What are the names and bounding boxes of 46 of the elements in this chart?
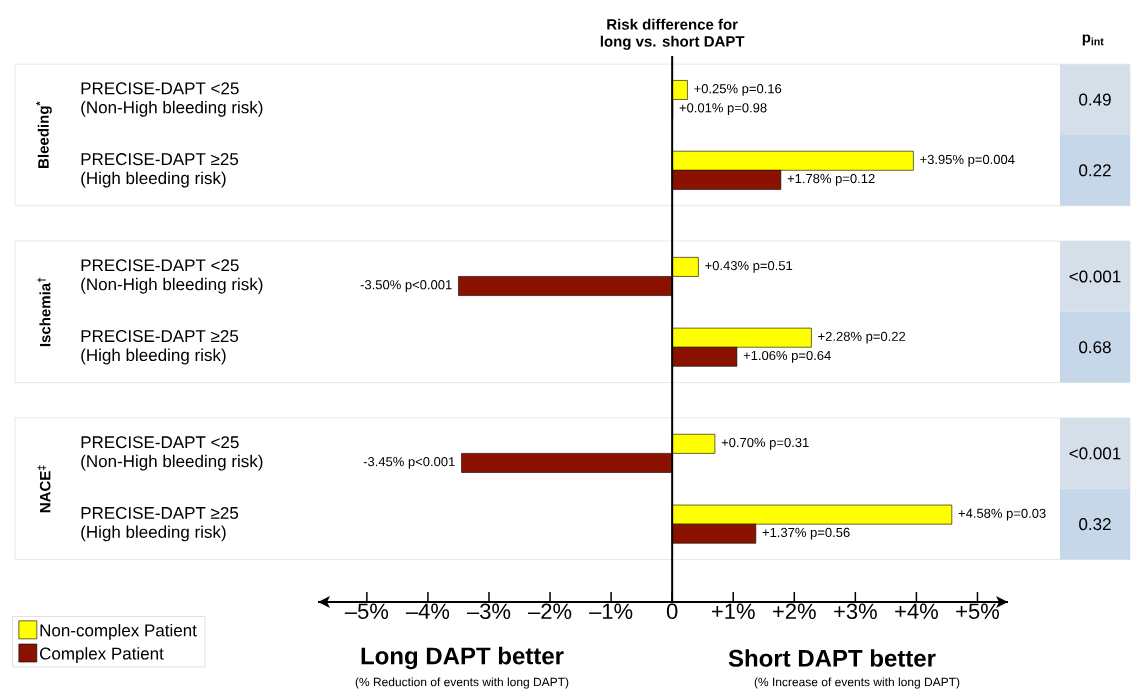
- y-tick-label: PRECISE-DAPT <25 (Non-High bleeding risk): [81, 259, 263, 294]
- x-tick-label: –3%: [466, 603, 511, 620]
- x-tick-label: –4%: [405, 603, 450, 619]
- legend-label: Non-complex Patient: [40, 623, 197, 640]
- x-tick-label: 0: [666, 603, 678, 620]
- data-label: +4.58% p=0.03: [958, 508, 1046, 521]
- data-label: +0.43% p=0.51: [705, 261, 793, 273]
- x-tick-label: –5%: [344, 603, 389, 619]
- x-tick-label: +5%: [956, 603, 1000, 619]
- data-label: +0.70% p=0.31: [721, 437, 809, 450]
- y-tick-label: PRECISE-DAPT <25 (Non-High bleeding risk): [81, 436, 263, 471]
- x-tick-label: –2%: [528, 603, 572, 619]
- text: Bleeding$^{*}$: [36, 101, 52, 168]
- text: Long DAPT better: [361, 646, 564, 670]
- data-label: -3.45% p<0.001: [363, 457, 455, 469]
- text: (% Increase of events with long DAPT): [754, 677, 960, 689]
- text: (% Reduction of events with long DAPT): [355, 677, 569, 689]
- data-label: +1.78% p=0.12: [787, 173, 875, 186]
- x-tick-label: +1%: [711, 603, 755, 619]
- data-label: +1.37% p=0.56: [762, 527, 850, 540]
- data-label: +1.06% p=0.64: [743, 350, 831, 363]
- text: NACE$^{‡}$: [37, 465, 51, 513]
- text: Short DAPT better: [728, 649, 936, 667]
- text: <0.001: [1069, 447, 1121, 460]
- y-tick-label: PRECISE-DAPT ≥25 (High bleeding risk): [81, 153, 239, 188]
- text: Ischemia$^{†}$: [37, 277, 51, 347]
- text: p$_{int}$: [1082, 34, 1104, 46]
- y-tick-label: PRECISE-DAPT ≥25 (High bleeding risk): [81, 506, 239, 542]
- x-tick-label: +3%: [834, 603, 877, 620]
- text: 0.32: [1079, 518, 1111, 531]
- data-label: +2.28% p=0.22: [818, 331, 906, 344]
- text: <0.001: [1069, 270, 1121, 283]
- y-tick-label: PRECISE-DAPT <25 (Non-High bleeding risk): [81, 82, 263, 117]
- chart-title: Risk difference for long vs. short DAPT: [600, 18, 745, 50]
- data-label: -3.50% p<0.001: [360, 280, 452, 292]
- text: 0.49: [1079, 93, 1111, 106]
- text: 0.22: [1079, 164, 1111, 177]
- x-tick-label: +4%: [895, 603, 938, 619]
- y-tick-label: PRECISE-DAPT ≥25 (High bleeding risk): [81, 330, 239, 365]
- x-tick-label: –1%: [589, 603, 633, 619]
- x-tick-label: +2%: [773, 603, 816, 619]
- data-label: +0.25% p=0.16: [694, 84, 782, 96]
- text: 0.68: [1079, 341, 1111, 354]
- legend-label: Complex Patient: [40, 647, 164, 663]
- data-label: +3.95% p=0.004: [920, 154, 1015, 167]
- data-label: +0.01% p=0.98: [679, 103, 767, 115]
